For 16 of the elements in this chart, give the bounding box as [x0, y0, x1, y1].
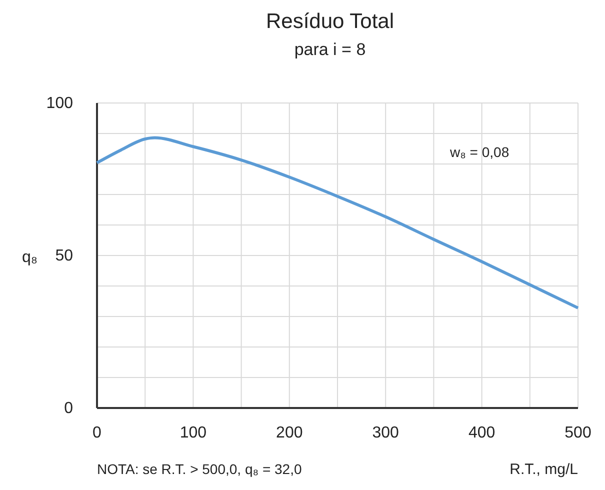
x-tick-label: 400	[468, 424, 496, 442]
y-tick-label: 0	[64, 400, 74, 418]
y-tick-label: 50	[55, 248, 74, 265]
chart-subtitle: para i = 8	[294, 40, 366, 59]
y-tick-label: 100	[46, 95, 74, 112]
x-tick-label: 100	[180, 424, 207, 442]
x-tick-label: 0	[92, 424, 102, 442]
chart-title: Resíduo Total	[266, 10, 394, 33]
x-tick-label: 500	[564, 424, 592, 442]
line-series	[96, 136, 580, 310]
x-tick-label: 300	[372, 424, 400, 442]
text: NOTA: se R.T. > 500,0, q₈ = 32,0	[97, 461, 302, 477]
x-axis-title: R.T., mg/L	[510, 461, 578, 478]
x-tick-label: 200	[276, 424, 303, 442]
annotation: w₈ = 0,08	[449, 144, 510, 160]
y-axis-title: q₈	[22, 249, 38, 266]
